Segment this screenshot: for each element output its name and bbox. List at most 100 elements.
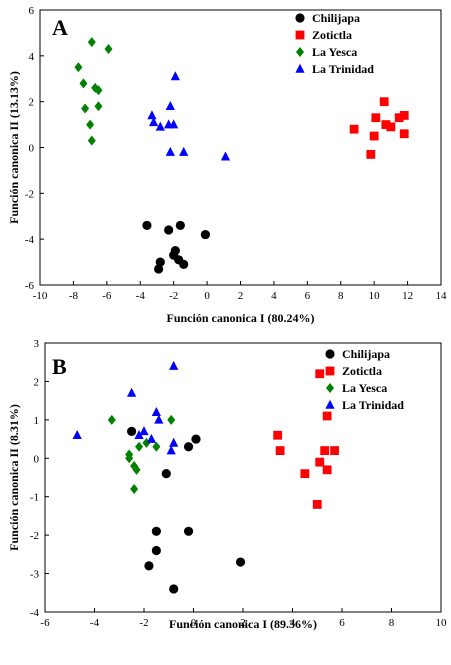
x-axis-label: Función canonica I (80.24%)	[166, 311, 314, 325]
data-point	[147, 110, 157, 120]
data-point	[81, 103, 90, 114]
data-point	[369, 131, 379, 141]
data-point	[169, 360, 179, 370]
data-point	[165, 101, 175, 111]
data-point	[151, 545, 161, 556]
data-point	[146, 433, 157, 443]
series-la-trinidad	[147, 71, 231, 161]
y-tick-label: -4	[25, 234, 35, 246]
y-tick-label: -4	[30, 607, 40, 619]
data-point	[191, 434, 201, 444]
data-point	[315, 369, 325, 379]
data-point	[179, 259, 189, 269]
data-point	[320, 446, 330, 455]
data-point	[167, 414, 176, 425]
x-tick-label: 6	[339, 617, 345, 629]
plot-frame	[39, 9, 442, 286]
x-tick-label: -4	[136, 290, 146, 302]
data-point	[169, 584, 179, 594]
data-point	[164, 225, 174, 235]
y-tick-label: -2	[30, 530, 39, 542]
data-point	[130, 484, 139, 495]
data-point	[381, 120, 391, 129]
x-tick-label: -4	[90, 617, 100, 629]
data-point	[86, 119, 95, 130]
series-zotictla	[273, 369, 339, 509]
data-point	[273, 430, 283, 440]
data-point	[394, 113, 404, 123]
chart-panel-A: -10 -8 -6 -4 -2 0 2 4 6 8 10 12 14 -6 -4 -2 0 2 4 6 Función …	[7, 5, 447, 325]
data-point	[132, 464, 141, 475]
data-point	[349, 124, 359, 134]
y-tick-label: 2	[29, 97, 35, 109]
legend-marker	[295, 63, 305, 73]
data-point	[134, 430, 144, 440]
data-point	[144, 561, 154, 571]
data-point	[312, 500, 322, 509]
data-point	[183, 526, 194, 536]
data-point	[169, 437, 179, 447]
data-point	[155, 121, 165, 131]
x-tick-label: 4	[290, 617, 296, 629]
y-tick-label: 4	[29, 51, 35, 63]
series-chilijapa	[142, 220, 211, 274]
data-point	[165, 146, 175, 156]
legend-marker	[295, 30, 305, 40]
x-tick-label: 0	[191, 617, 197, 629]
legend-label: Chilijapa	[342, 347, 390, 361]
y-axis-label: Función canonica II (13.13%)	[7, 71, 21, 224]
legend-marker	[326, 383, 334, 393]
y-tick-label: -2	[25, 188, 34, 200]
data-point	[151, 526, 161, 536]
x-tick-label: 12	[402, 290, 413, 302]
data-point	[399, 129, 409, 139]
x-tick-label: -6	[40, 617, 50, 629]
data-point	[169, 119, 179, 129]
data-point	[74, 62, 83, 73]
legend-label: La Trinidad	[312, 62, 374, 76]
panel-label: A	[52, 15, 68, 40]
legend-label: Zotictla	[312, 28, 352, 42]
x-tick-label: 10	[369, 290, 381, 302]
series-zotictla	[349, 97, 409, 159]
x-tick-label: 8	[338, 290, 344, 302]
x-tick-label: 0	[204, 290, 210, 302]
series-la-yesca	[107, 414, 176, 495]
data-point	[155, 257, 165, 267]
legend-marker	[325, 399, 335, 409]
x-tick-label: 4	[271, 290, 277, 302]
data-point	[151, 406, 161, 416]
panel-label: B	[52, 354, 67, 379]
x-tick-label: 2	[240, 617, 246, 629]
data-point	[127, 426, 137, 436]
y-tick-label: 0	[34, 453, 40, 465]
x-tick-label: 2	[238, 290, 244, 302]
data-point	[175, 220, 185, 231]
x-tick-label: -2	[139, 617, 148, 629]
data-point	[94, 101, 103, 112]
data-point	[200, 229, 211, 240]
legend-label: La Yesca	[312, 45, 357, 59]
data-point	[154, 264, 164, 274]
data-point	[179, 146, 189, 156]
data-point	[149, 117, 159, 127]
data-point	[139, 426, 149, 436]
data-point	[235, 557, 246, 567]
x-tick-label: 14	[436, 290, 448, 302]
series-la-trinidad	[72, 360, 179, 455]
data-point	[275, 446, 285, 455]
data-point	[127, 387, 137, 397]
x-tick-label: 8	[389, 617, 395, 629]
y-tick-label: -3	[30, 569, 40, 581]
data-point	[379, 97, 389, 107]
y-tick-label: 3	[34, 338, 40, 350]
legend-label: Zotictla	[342, 364, 382, 378]
data-point	[386, 122, 396, 132]
x-axis-label: Función canonica I (89.36%)	[169, 617, 317, 631]
legend: Chilijapa Zotictla La Yesca La Trinidad	[295, 11, 374, 76]
data-point	[79, 78, 88, 89]
legend-label: La Trinidad	[342, 398, 404, 412]
legend-marker	[325, 349, 335, 359]
y-tick-label: 0	[29, 143, 35, 155]
